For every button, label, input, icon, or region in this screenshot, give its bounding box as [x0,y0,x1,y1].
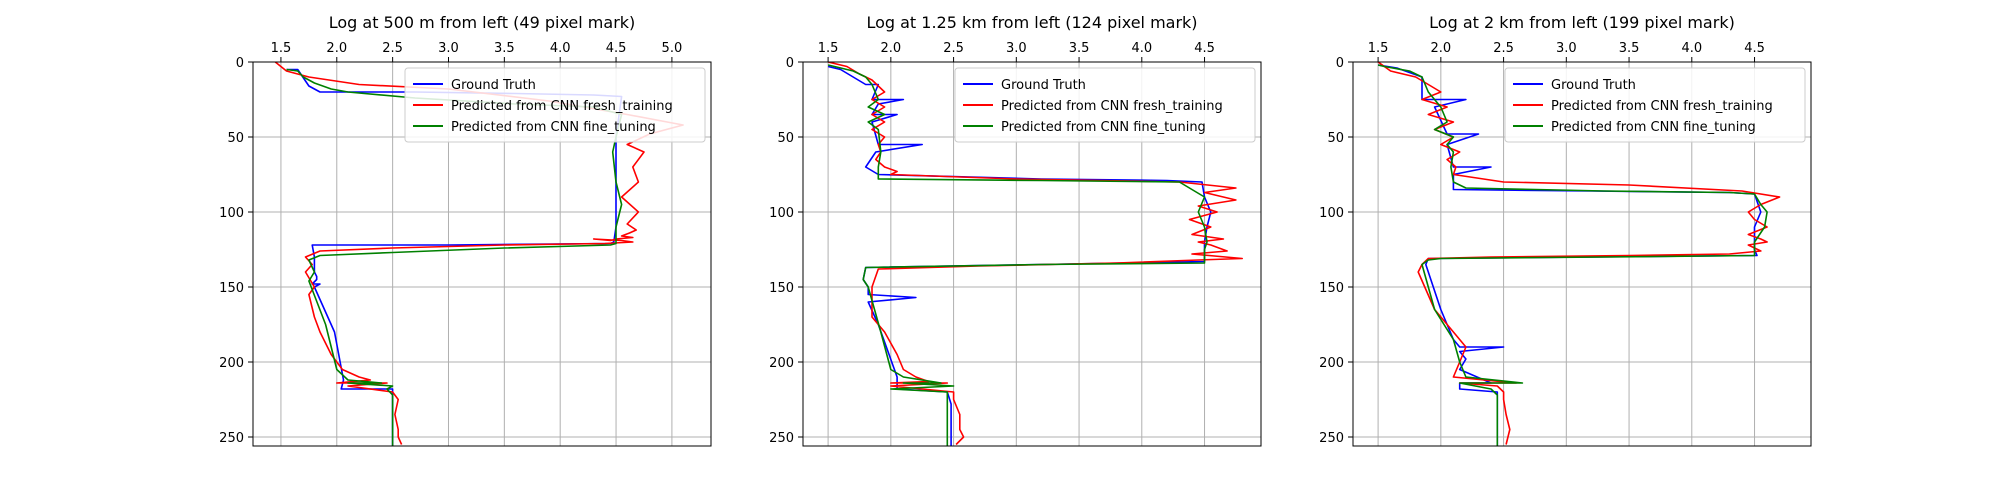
x-tick-label: 2.5 [943,41,964,56]
legend-label: Ground Truth [1001,78,1086,93]
legend-label: Predicted from CNN fine_tuning [1001,120,1206,135]
legend-label: Predicted from CNN fresh_training [451,99,673,114]
legend-label: Ground Truth [451,78,536,93]
x-tick-label: 3.0 [438,41,459,56]
plot-frame [1352,61,1812,447]
chart-title: Log at 500 m from left (49 pixel mark) [329,13,636,32]
x-tick-label: 2.0 [326,41,347,56]
x-tick-label: 4.5 [1194,41,1215,56]
legend-label: Predicted from CNN fresh_training [1001,99,1223,114]
y-tick-label: 150 [1319,281,1344,296]
y-tick-label: 150 [219,281,244,296]
x-tick-label: 3.0 [1556,41,1577,56]
y-tick-label: 100 [769,206,794,221]
y-tick-label: 250 [1319,431,1344,446]
x-tick-label: 2.0 [880,41,901,56]
y-tick-label: 50 [1327,131,1344,146]
y-tick-label: 250 [219,431,244,446]
legend-label: Predicted from CNN fine_tuning [1551,120,1756,135]
x-tick-label: 1.5 [271,41,292,56]
x-tick-label: 4.0 [1131,41,1152,56]
chart-log-500m: Log at 500 m from left (49 pixel mark) 1.… [219,13,712,447]
y-tick-label: 200 [769,356,794,371]
legend-label: Ground Truth [1551,78,1636,93]
x-tick-label: 3.5 [494,41,515,56]
series-line-predicted-from-cnn-fresh-training [1377,62,1781,445]
y-tick-label: 50 [777,131,794,146]
chart-title: Log at 2 km from left (199 pixel mark) [1429,13,1735,32]
legend-box [1504,67,1806,143]
x-tick-label: 1.5 [818,41,839,56]
y-tick-label: 0 [236,56,244,71]
series-line-predicted-from-cnn-fine-tuning [827,64,1208,446]
legend-box [404,67,706,143]
y-tick-label: 0 [786,56,794,71]
y-tick-label: 100 [219,206,244,221]
plot-frame [802,61,1262,447]
legend-label: Predicted from CNN fine_tuning [451,120,656,135]
x-tick-label: 4.5 [606,41,627,56]
x-tick-label: 4.0 [1681,41,1702,56]
x-tick-label: 2.5 [382,41,403,56]
y-tick-label: 150 [769,281,794,296]
series-line-predicted-from-cnn-fine-tuning [286,68,623,446]
x-tick-label: 2.0 [1430,41,1451,56]
x-tick-label: 3.5 [1069,41,1090,56]
plot-frame [252,61,712,447]
y-tick-label: 200 [1319,356,1344,371]
y-tick-label: 0 [1336,56,1344,71]
x-tick-label: 5.0 [662,41,683,56]
x-tick-label: 3.5 [1619,41,1640,56]
x-tick-label: 4.5 [1744,41,1765,56]
x-tick-label: 4.0 [550,41,571,56]
chart-log-2km: Log at 2 km from left (199 pixel mark) 1.… [1319,13,1812,447]
legend-box [954,67,1256,143]
chart-title: Log at 1.25 km from left (124 pixel mark… [866,13,1197,32]
x-tick-label: 2.5 [1493,41,1514,56]
x-tick-label: 3.0 [1006,41,1027,56]
legend-label: Predicted from CNN fresh_training [1551,99,1773,114]
series-line-predicted-from-cnn-fine-tuning [1377,64,1768,446]
y-tick-label: 250 [769,431,794,446]
chart-log-1-25km: Log at 1.25 km from left (124 pixel mark… [769,13,1262,447]
y-tick-label: 100 [1319,206,1344,221]
y-tick-label: 200 [219,356,244,371]
y-tick-label: 50 [227,131,244,146]
series-line-predicted-from-cnn-fresh-training [827,62,1243,446]
x-tick-label: 1.5 [1368,41,1389,56]
